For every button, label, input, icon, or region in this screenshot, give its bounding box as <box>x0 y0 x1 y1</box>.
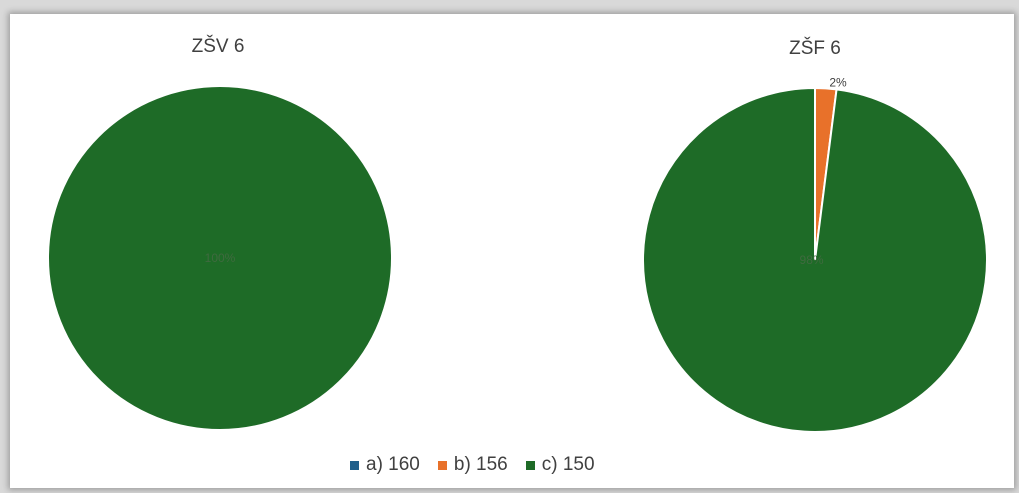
chart-title-left: ZŠV 6 <box>191 36 245 57</box>
legend-label-b: b) 156 <box>453 454 508 475</box>
data-label-b: 2% <box>829 75 847 89</box>
data-label-c: 98% <box>800 253 824 267</box>
pie-chart-left: 100% <box>47 85 393 431</box>
legend-swatch-c <box>525 460 535 470</box>
chart-title-right: ZŠF 6 <box>789 38 841 59</box>
legend-swatch-a <box>350 460 359 470</box>
chart-card: ZŠV 6 ZŠF 6 100% 2% 98% a) 160 b) 156 c) … <box>10 14 1014 488</box>
data-label-c: 100% <box>205 251 236 265</box>
legend-item-c: c) 150 <box>525 454 595 476</box>
pie-chart-right: 2% 98% <box>642 75 988 433</box>
legend: a) 160 b) 156 c) 150 <box>350 454 613 476</box>
legend-item-a: a) 160 <box>350 454 420 476</box>
legend-label-a: a) 160 <box>366 454 420 475</box>
pie-slice-c <box>642 86 988 433</box>
legend-swatch-b <box>437 460 447 470</box>
legend-item-b: b) 156 <box>437 454 508 476</box>
legend-label-c: c) 150 <box>541 454 595 475</box>
pie-slice-c <box>47 85 393 431</box>
